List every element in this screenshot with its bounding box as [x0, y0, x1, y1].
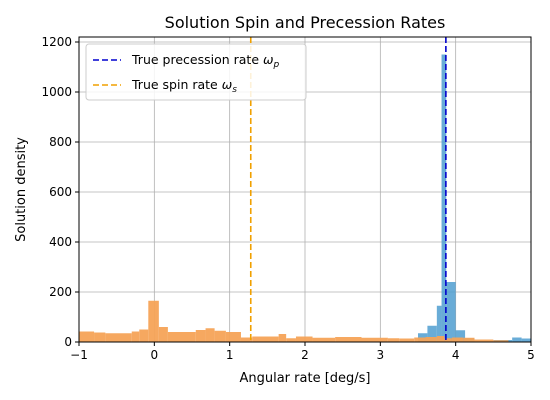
- histogram-bar: [335, 337, 362, 342]
- legend-entry-text: True precession rate: [131, 52, 263, 67]
- y-tick-label: 800: [49, 135, 72, 149]
- x-tick-label: −1: [70, 348, 88, 362]
- y-tick-label: 200: [49, 285, 72, 299]
- histogram-bar: [225, 332, 241, 342]
- histogram-bar: [399, 338, 415, 342]
- histogram-bar: [205, 328, 215, 342]
- histogram-bar: [286, 338, 296, 342]
- histogram-bar: [387, 338, 400, 342]
- histogram-bar: [295, 336, 313, 342]
- histogram-bar: [512, 337, 522, 342]
- x-tick-label: 0: [151, 348, 159, 362]
- histogram-bar: [312, 337, 336, 342]
- y-tick-label: 600: [49, 185, 72, 199]
- histogram-bar: [105, 333, 132, 342]
- histogram-bar: [521, 338, 531, 342]
- legend-entry-label: True precession rate ωp: [131, 52, 279, 70]
- histogram-bar: [451, 337, 464, 342]
- histogram-bar: [278, 334, 287, 342]
- legend-entry-symbol: ω: [263, 52, 273, 67]
- histogram-bar: [167, 332, 196, 342]
- histogram-bar: [131, 331, 140, 342]
- histogram-bar: [444, 338, 452, 342]
- y-tick-label: 1000: [41, 85, 72, 99]
- histogram-bar: [463, 337, 475, 342]
- legend-box: [85, 43, 307, 101]
- histogram-bar: [252, 336, 279, 342]
- x-axis-label: Angular rate [deg/s]: [239, 371, 370, 386]
- legend-entry-subscript: s: [232, 85, 237, 95]
- y-tick-label: 1200: [41, 35, 72, 49]
- x-tick-label: 2: [301, 348, 309, 362]
- y-axis-label: Solution density: [14, 137, 29, 242]
- histogram-bar: [474, 339, 494, 342]
- histogram-bar: [139, 329, 149, 342]
- legend-entry-symbol: ω: [222, 77, 232, 92]
- x-tick-label: 3: [377, 348, 385, 362]
- histogram-bar: [436, 305, 442, 342]
- histogram-bar: [214, 330, 226, 342]
- histogram-bar: [414, 337, 426, 342]
- histogram-bar: [436, 336, 445, 342]
- legend-entry-label: True spin rate ωs: [131, 77, 237, 95]
- histogram-bar: [158, 327, 168, 342]
- chart-title: Solution Spin and Precession Rates: [165, 13, 446, 32]
- x-tick-label: 4: [452, 348, 460, 362]
- histogram-bar: [79, 331, 95, 342]
- x-tick-label: 5: [527, 348, 535, 362]
- y-tick-label: 0: [64, 335, 72, 349]
- legend-entry-subscript: p: [272, 60, 279, 70]
- histogram-bar: [240, 337, 253, 342]
- histogram-bar: [195, 330, 206, 342]
- histogram-bar: [148, 300, 159, 342]
- histogram-bar: [493, 340, 509, 342]
- histogram-bar: [441, 54, 447, 342]
- histogram-bar: [94, 332, 106, 342]
- histogram-bar: [427, 325, 437, 342]
- legend-entry-text: True spin rate: [131, 77, 222, 92]
- x-tick-label: 1: [226, 348, 234, 362]
- histogram-bar: [425, 337, 437, 342]
- histogram-bar: [446, 282, 456, 342]
- y-tick-label: 400: [49, 235, 72, 249]
- histogram-bar: [455, 330, 466, 342]
- histogram-bars: [79, 54, 531, 342]
- histogram-bar: [361, 337, 388, 342]
